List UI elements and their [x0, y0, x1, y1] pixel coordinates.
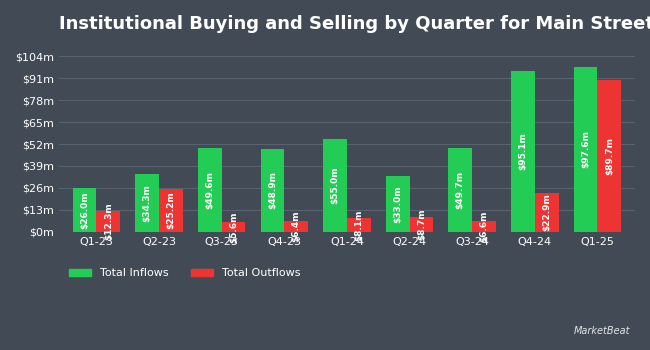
- Bar: [597, 80, 621, 232]
- Text: $8.1m: $8.1m: [354, 209, 363, 241]
- Bar: [261, 149, 284, 232]
- Text: $8.7m: $8.7m: [417, 209, 426, 240]
- Text: $6.6m: $6.6m: [480, 210, 489, 242]
- Bar: [135, 174, 159, 232]
- Bar: [385, 176, 410, 232]
- Text: $95.1m: $95.1m: [519, 133, 527, 170]
- Bar: [472, 220, 496, 232]
- Bar: [73, 188, 96, 232]
- Bar: [511, 71, 535, 232]
- Bar: [198, 148, 222, 232]
- Text: $5.6m: $5.6m: [229, 211, 238, 243]
- Text: Institutional Buying and Selling by Quarter for Main Street Capital: Institutional Buying and Selling by Quar…: [59, 15, 650, 33]
- Text: $34.3m: $34.3m: [142, 184, 151, 222]
- Text: $48.9m: $48.9m: [268, 172, 277, 210]
- Text: $97.6m: $97.6m: [581, 131, 590, 168]
- Bar: [323, 139, 347, 232]
- Text: $89.7m: $89.7m: [604, 137, 614, 175]
- Legend: Total Inflows, Total Outflows: Total Inflows, Total Outflows: [64, 264, 305, 283]
- Text: $26.0m: $26.0m: [80, 191, 89, 229]
- Text: $12.3m: $12.3m: [104, 202, 113, 240]
- Text: $49.7m: $49.7m: [456, 171, 465, 209]
- Text: $22.9m: $22.9m: [542, 194, 551, 231]
- Text: $55.0m: $55.0m: [331, 167, 339, 204]
- Text: $49.6m: $49.6m: [205, 171, 214, 209]
- Bar: [410, 217, 434, 232]
- Bar: [535, 193, 558, 232]
- Bar: [448, 148, 472, 232]
- Bar: [574, 67, 597, 232]
- Bar: [284, 221, 308, 232]
- Text: MarketBeat: MarketBeat: [574, 326, 630, 336]
- Text: $6.4m: $6.4m: [292, 210, 301, 242]
- Bar: [159, 189, 183, 232]
- Text: $33.0m: $33.0m: [393, 185, 402, 223]
- Text: $25.2m: $25.2m: [166, 191, 176, 229]
- Bar: [96, 211, 120, 232]
- Bar: [222, 222, 246, 232]
- Bar: [347, 218, 370, 232]
